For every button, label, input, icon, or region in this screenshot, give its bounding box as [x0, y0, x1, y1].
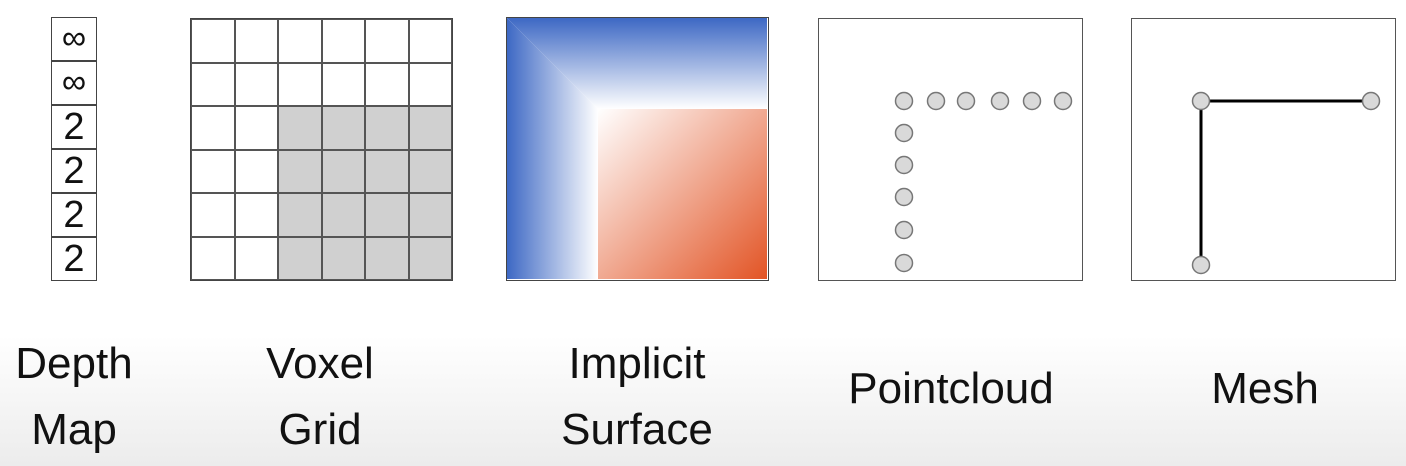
voxel-empty [278, 62, 322, 106]
pointcloud-label: Pointcloud [848, 364, 1054, 413]
voxel-occupied [365, 236, 409, 280]
implicit-surface-label: Implicit Surface [537, 331, 737, 463]
voxel-empty [191, 236, 235, 280]
depth-map-label: Depth Map [0, 331, 148, 463]
implicit-surface [506, 17, 769, 281]
mesh-graph [1191, 91, 1381, 275]
implicit-surface-field [507, 18, 767, 279]
mesh-vertex [1361, 91, 1381, 111]
voxel-empty [234, 106, 278, 150]
voxel-empty [321, 19, 365, 63]
voxel-empty [191, 149, 235, 193]
voxel-occupied [321, 149, 365, 193]
voxel-occupied [408, 106, 452, 150]
voxel-occupied [408, 236, 452, 280]
voxel-empty [191, 193, 235, 237]
depth-cell: 2 [51, 105, 97, 149]
point [990, 91, 1010, 111]
voxel-occupied [278, 149, 322, 193]
implicit-surface-label-line1: Implicit [568, 339, 706, 388]
voxel-empty [234, 149, 278, 193]
depth-cell: 2 [51, 193, 97, 237]
pointcloud-diagram [818, 18, 1083, 281]
point [894, 187, 914, 207]
voxel-grid [190, 18, 453, 281]
point [894, 91, 914, 111]
voxel-empty [234, 62, 278, 106]
depth-map: ∞ ∞ 2 2 2 2 [51, 17, 97, 281]
voxel-empty [408, 62, 452, 106]
point [1053, 91, 1073, 111]
depth-cell: ∞ [51, 17, 97, 61]
voxel-grid-label-line1: Voxel [266, 339, 374, 388]
voxel-occupied [278, 193, 322, 237]
point [956, 91, 976, 111]
voxel-occupied [321, 193, 365, 237]
voxel-occupied [321, 236, 365, 280]
point [1022, 91, 1042, 111]
depth-map-label-line2: Map [31, 405, 117, 454]
voxel-empty [234, 236, 278, 280]
voxel-occupied [365, 193, 409, 237]
depth-map-label-line1: Depth [15, 339, 133, 388]
voxel-occupied [278, 106, 322, 150]
voxel-occupied [408, 149, 452, 193]
mesh-label: Mesh [1211, 364, 1319, 413]
voxel-empty [234, 193, 278, 237]
point [894, 123, 914, 143]
voxel-empty [321, 62, 365, 106]
mesh-diagram [1131, 18, 1396, 281]
voxel-empty [191, 106, 235, 150]
voxel-occupied [408, 193, 452, 237]
depth-cell: ∞ [51, 61, 97, 105]
mesh-vertex [1191, 255, 1211, 275]
depth-cell: 2 [51, 237, 97, 281]
voxel-empty [191, 62, 235, 106]
point [926, 91, 946, 111]
pointcloud-points [894, 91, 1073, 273]
point [894, 155, 914, 175]
voxel-occupied [321, 106, 365, 150]
voxel-empty [365, 19, 409, 63]
implicit-surface-label-line2: Surface [561, 405, 713, 454]
voxel-empty [191, 19, 235, 63]
depth-cell: 2 [51, 149, 97, 193]
voxel-empty [408, 19, 452, 63]
point [894, 253, 914, 273]
voxel-empty [278, 19, 322, 63]
voxel-occupied [365, 149, 409, 193]
voxel-grid-label-line2: Grid [278, 405, 362, 454]
voxel-empty [234, 19, 278, 63]
voxel-empty [365, 62, 409, 106]
point [894, 220, 914, 240]
mesh-vertex [1191, 91, 1211, 111]
voxel-grid-label: Voxel Grid [220, 331, 420, 463]
voxel-occupied [278, 236, 322, 280]
voxel-occupied [365, 106, 409, 150]
